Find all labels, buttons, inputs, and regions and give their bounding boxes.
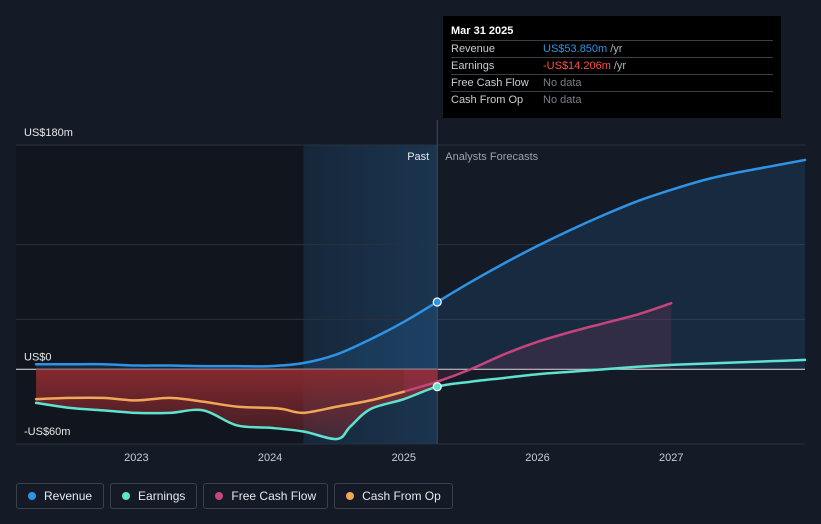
x-tick-label: 2023	[124, 452, 148, 464]
x-tick-label: 2024	[258, 452, 282, 464]
legend-label: Cash From Op	[362, 489, 441, 503]
tooltip: Mar 31 2025 Revenue US$53.850m /yr Earni…	[443, 16, 781, 118]
free-cash-flow-line	[402, 301, 673, 393]
past-label: Past	[407, 151, 429, 163]
earnings-line	[34, 358, 807, 441]
revenue-marker	[432, 297, 442, 307]
tooltip-value: No data	[543, 77, 582, 89]
tooltip-unit: /yr	[610, 43, 623, 55]
forecast-label: Analysts Forecasts	[445, 151, 538, 163]
x-tick-label: 2027	[659, 452, 683, 464]
legend-dot-icon	[346, 492, 355, 500]
tooltip-label: Revenue	[451, 43, 496, 55]
tooltip-row-revenue: Revenue US$53.850m /yr	[451, 40, 773, 57]
tooltip-value: No data	[543, 94, 582, 106]
x-tick-label: 2026	[525, 452, 549, 464]
legend-item-free-cash-flow[interactable]: Free Cash Flow	[203, 483, 329, 509]
legend-dot-icon	[122, 492, 131, 500]
legend-item-earnings[interactable]: Earnings	[110, 483, 198, 509]
tooltip-value: US$53.850m	[543, 43, 608, 55]
earnings-negative-area	[36, 369, 438, 440]
tooltip-date: Mar 31 2025	[451, 25, 514, 37]
tooltip-label: Cash From Op	[451, 94, 524, 106]
tooltip-row-cash-from-op: Cash From Op No data	[451, 91, 773, 108]
free-cash-flow-area	[403, 303, 672, 392]
revenue-line	[34, 158, 807, 368]
cash-from-op-line	[34, 390, 406, 415]
earnings-marker	[432, 382, 442, 392]
legend: Revenue Earnings Free Cash Flow Cash Fro…	[16, 483, 453, 509]
tooltip-unit: /yr	[613, 60, 627, 72]
legend-label: Free Cash Flow	[231, 489, 317, 503]
tooltip-label: Free Cash Flow	[451, 77, 529, 89]
legend-item-revenue[interactable]: Revenue	[16, 483, 105, 509]
legend-item-cash-from-op[interactable]: Cash From Op	[334, 483, 453, 509]
y-tick-label: US$0	[24, 351, 52, 363]
legend-dot-icon	[28, 492, 36, 500]
tooltip-label: Earnings	[451, 60, 495, 72]
x-tick-label: 2025	[392, 452, 416, 464]
legend-label: Earnings	[138, 489, 186, 503]
tooltip-row-free-cash-flow: Free Cash Flow No data	[451, 74, 773, 91]
tooltip-row-earnings: Earnings -US$14.206m /yr	[451, 57, 773, 74]
y-tick-label: US$180m	[24, 127, 73, 139]
legend-dot-icon	[215, 492, 224, 500]
y-tick-label: -US$60m	[24, 426, 70, 438]
tooltip-value: -US$14.206m	[543, 60, 611, 72]
legend-label: Revenue	[44, 489, 93, 503]
